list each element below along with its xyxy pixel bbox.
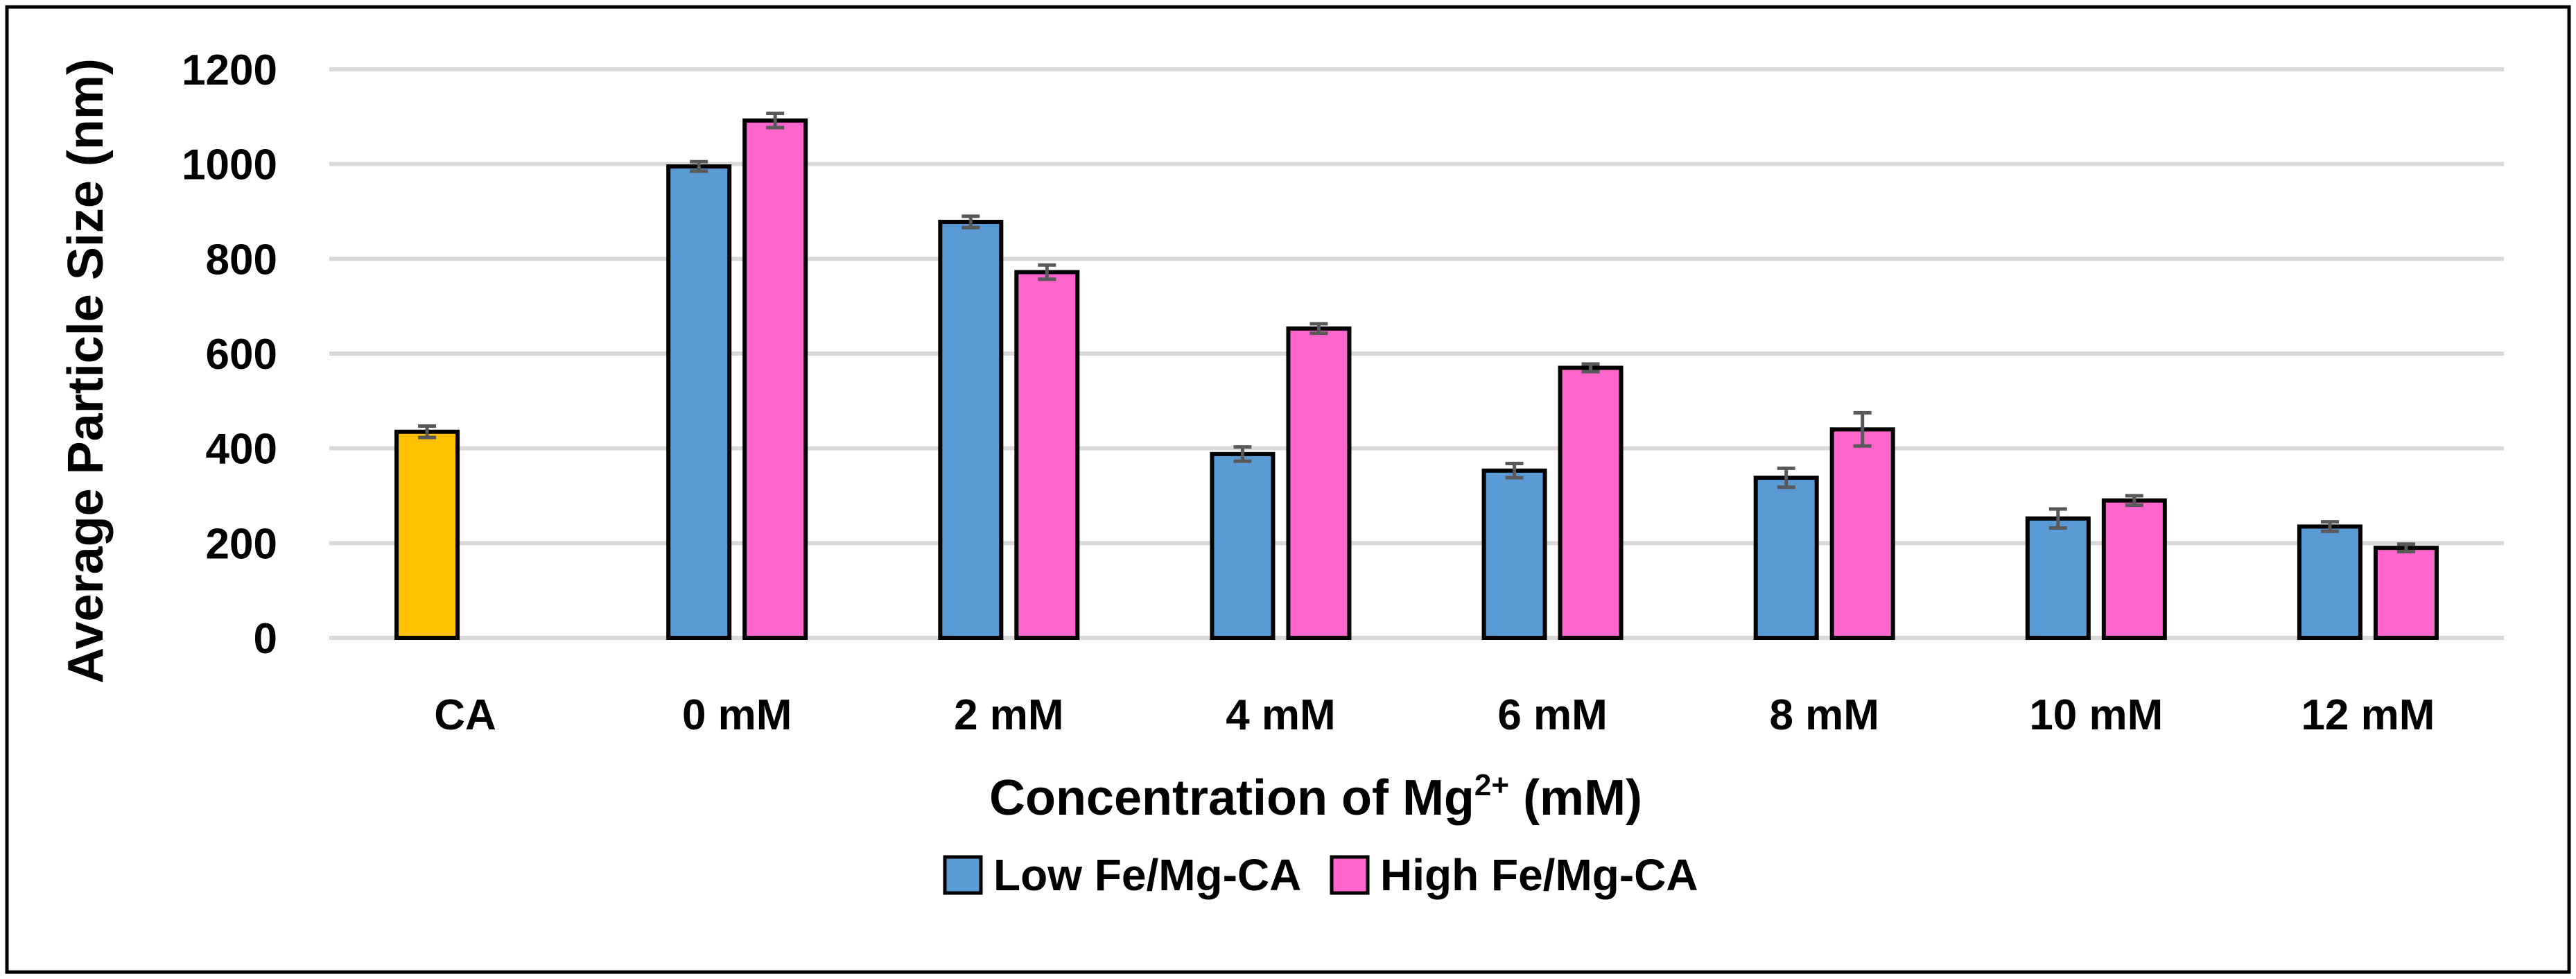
bar-series-0 [1481, 468, 1547, 640]
bar-series-0 [2297, 524, 2362, 641]
x-tick-label: 6 mM [1497, 691, 1607, 739]
bar-series-0 [938, 220, 1004, 640]
y-tick-label: 400 [206, 426, 277, 474]
x-tick-label: 0 mM [682, 691, 792, 739]
x-tick-label: CA [434, 691, 496, 739]
y-tick-label: 200 [206, 520, 277, 568]
bars [394, 118, 2439, 641]
x-tick-label: 4 mM [1226, 691, 1335, 739]
x-tick-label: 2 mM [954, 691, 1063, 739]
legend-swatch-0 [943, 855, 983, 895]
bar-series-1 [1558, 365, 1624, 640]
bar-series-1 [2373, 546, 2439, 641]
x-tick-label: 12 mM [2301, 691, 2435, 739]
x-axis-categories: CA 0 mM 2 mM 4 mM 6 mM 8 mM 10 mM 12 mM [434, 691, 2435, 739]
x-tick-label: 8 mM [1769, 691, 1879, 739]
bar-series-0 [666, 164, 732, 641]
bar-control [394, 429, 460, 640]
x-axis-title: Concentration of Mg2+ (mM) [989, 768, 1642, 826]
bar-series-1 [1286, 326, 1352, 640]
y-axis-title: Average Particle Size (nm) [58, 58, 114, 684]
y-tick-label: 0 [254, 615, 277, 663]
bar-series-1 [742, 118, 808, 641]
legend-label-1: High Fe/Mg-CA [1380, 850, 1698, 900]
y-tick-label: 1000 [182, 141, 277, 189]
x-axis-title-superscript: 2+ [1474, 768, 1509, 802]
y-tick-label: 800 [206, 236, 277, 284]
legend: Low Fe/Mg-CA High Fe/Mg-CA [943, 850, 1698, 900]
x-tick-label: 10 mM [2029, 691, 2163, 739]
y-tick-label: 600 [206, 331, 277, 379]
y-tick-label: 1200 [182, 46, 277, 94]
legend-label-0: Low Fe/Mg-CA [993, 850, 1301, 900]
y-axis-ticks: 0 200 400 600 800 1000 1200 [182, 46, 277, 663]
error-bars [418, 112, 2415, 554]
bar-series-1 [1829, 427, 1895, 640]
bar-series-0 [1753, 476, 1819, 640]
x-axis-title-main: Concentration of Mg [989, 770, 1474, 826]
legend-swatch-1 [1330, 855, 1370, 895]
bar-series-1 [2101, 498, 2167, 640]
bar-series-0 [2025, 516, 2091, 640]
bar-series-0 [1210, 451, 1276, 640]
x-axis-title-suffix: (mM) [1509, 770, 1642, 826]
bar-series-1 [1014, 270, 1080, 640]
